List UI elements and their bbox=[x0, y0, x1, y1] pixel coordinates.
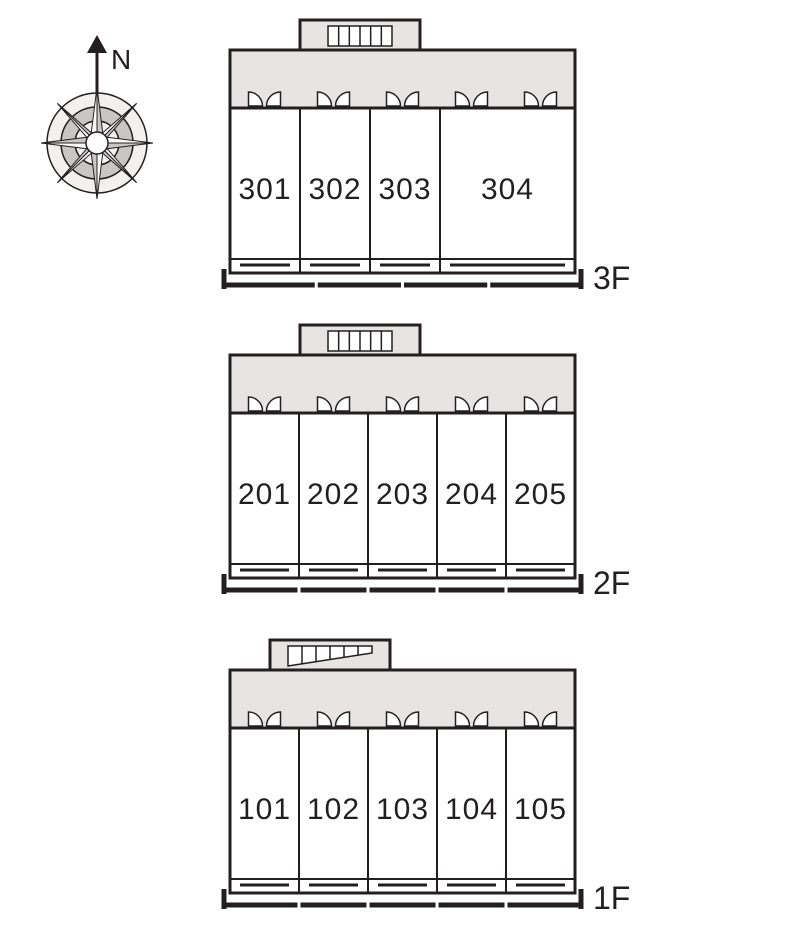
floor-1F: 101 102 103 104 105 1F bbox=[224, 640, 630, 916]
unit-label: 201 bbox=[238, 478, 291, 511]
floorplan-diagram: N3013023033043F2012022032042052F10110210… bbox=[0, 0, 800, 940]
unit-label: 105 bbox=[514, 793, 567, 826]
corridor bbox=[230, 50, 575, 108]
unit-label: 203 bbox=[376, 478, 429, 511]
unit-label: 103 bbox=[376, 793, 429, 826]
corridor bbox=[230, 355, 575, 413]
floor-label: 1F bbox=[593, 880, 630, 916]
unit-label: 301 bbox=[238, 173, 291, 206]
unit-label: 104 bbox=[445, 793, 498, 826]
compass: N bbox=[41, 35, 153, 199]
corridor bbox=[230, 670, 575, 728]
unit-label: 101 bbox=[238, 793, 291, 826]
unit-label: 102 bbox=[307, 793, 360, 826]
unit-label: 302 bbox=[308, 173, 361, 206]
floor-3F: 301 302 303 304 3F bbox=[224, 20, 630, 296]
unit-label: 304 bbox=[481, 173, 534, 206]
compass-n-label: N bbox=[111, 44, 131, 75]
floor-2F: 201 202 203 204 205 2F bbox=[224, 325, 630, 601]
unit-label: 303 bbox=[378, 173, 431, 206]
floor-label: 2F bbox=[593, 565, 630, 601]
unit-label: 204 bbox=[445, 478, 498, 511]
floor-label: 3F bbox=[593, 260, 630, 296]
unit-label: 202 bbox=[307, 478, 360, 511]
unit-label: 205 bbox=[514, 478, 567, 511]
